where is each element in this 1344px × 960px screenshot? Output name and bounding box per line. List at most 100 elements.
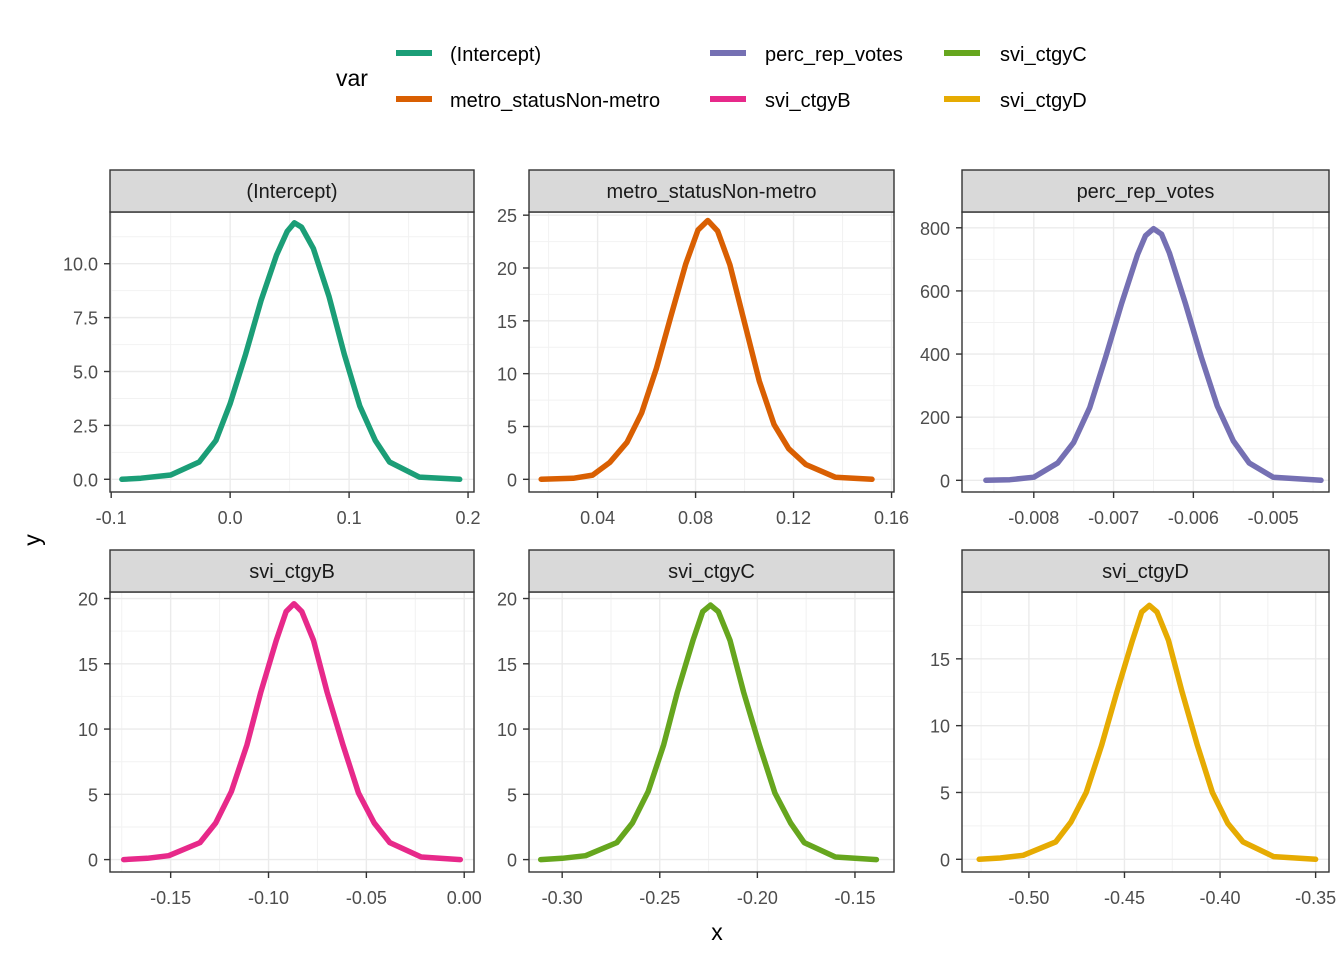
facet-strip	[961, 549, 1330, 593]
facet-strip-label: svi_ctgyD	[1102, 561, 1189, 583]
facet-strip-label: (Intercept)	[246, 181, 337, 203]
legend-label-3: svi_ctgyB	[765, 90, 851, 112]
y-tick-label: 10	[930, 717, 950, 737]
panel-5: svi_ctgyD -0.50 -0.45 -0.40 -0.35 0 5 10 15	[930, 549, 1336, 908]
y-tick-label: 400	[920, 345, 950, 365]
legend-key-2	[710, 50, 746, 56]
y-tick-label: 20	[497, 590, 517, 610]
y-tick-label: 0	[940, 850, 950, 870]
y-tick-label: 15	[78, 655, 98, 675]
x-tick-label: -0.008	[1008, 508, 1059, 528]
y-tick-label: 5	[507, 417, 517, 437]
x-tick-label: 0.12	[776, 508, 811, 528]
panel-2: perc_rep_votes -0.008 -0.007 -0.006 -0.005 0 2…	[920, 169, 1330, 528]
y-tick-label: 200	[920, 408, 950, 428]
facet-strip-label: metro_statusNon-metro	[606, 181, 816, 203]
y-tick-label: 10.0	[63, 255, 98, 275]
density-line	[120, 600, 464, 863]
density-line	[537, 602, 880, 863]
legend-title: var	[336, 65, 368, 91]
legend-item-1: metro_statusNon-metro	[396, 90, 660, 112]
x-tick-label: -0.15	[150, 888, 191, 908]
legend-key-4	[944, 50, 980, 56]
x-tick-label: -0.35	[1295, 888, 1336, 908]
legend-label-0: (Intercept)	[450, 44, 541, 66]
x-tick-label: 0.04	[580, 508, 615, 528]
y-tick-label: 5.0	[73, 363, 98, 383]
x-tick-label: -0.25	[639, 888, 680, 908]
panels: (Intercept) -0.1 0.0 0.1 0.2 0.0 2.5 5.0 7.5 10.0…	[63, 169, 1336, 908]
y-tick-label: 0.0	[73, 470, 98, 490]
y-tick-label: 7.5	[73, 309, 98, 329]
panel-background	[529, 212, 894, 492]
y-tick-label: 0	[507, 851, 517, 871]
y-tick-label: 25	[497, 206, 517, 226]
legend-item-3: svi_ctgyB	[710, 90, 851, 112]
legend: var (Intercept) metro_statusNon-metro pe…	[336, 44, 1087, 112]
facet-strip-label: svi_ctgyC	[668, 561, 755, 583]
legend-label-5: svi_ctgyD	[1000, 90, 1087, 112]
panel-4: svi_ctgyC -0.30 -0.25 -0.20 -0.15 0 5 10 15 20	[497, 549, 895, 908]
x-tick-label: 0.00	[447, 888, 482, 908]
x-tick-label: -0.05	[346, 888, 387, 908]
panel-3: svi_ctgyB -0.15 -0.10 -0.05 0.00 0 5 10 15 20	[78, 549, 482, 908]
panel-background	[110, 212, 474, 492]
x-tick-label: -0.50	[1008, 888, 1049, 908]
y-tick-label: 15	[930, 650, 950, 670]
y-tick-label: 0	[507, 470, 517, 490]
density-line	[538, 217, 875, 483]
facet-strip	[528, 549, 895, 593]
legend-key-0	[396, 50, 432, 56]
panel-0: (Intercept) -0.1 0.0 0.1 0.2 0.0 2.5 5.0 7.5 10.0	[63, 169, 481, 528]
legend-item-5: svi_ctgyD	[944, 90, 1087, 112]
panel-background	[962, 212, 1329, 492]
panel-1: metro_statusNon-metro 0.04 0.08 0.12 0.16 0 5 1…	[497, 169, 909, 528]
x-tick-label: -0.1	[96, 508, 127, 528]
legend-label-1: metro_statusNon-metro	[450, 90, 660, 112]
x-tick-label: -0.45	[1104, 888, 1145, 908]
x-tick-label: -0.005	[1248, 508, 1299, 528]
legend-label-2: perc_rep_votes	[765, 44, 903, 66]
x-tick-label: -0.006	[1168, 508, 1219, 528]
facet-strip-label: perc_rep_votes	[1077, 181, 1215, 203]
y-tick-label: 0	[88, 851, 98, 871]
x-tick-label: -0.40	[1200, 888, 1241, 908]
legend-item-0: (Intercept)	[396, 44, 541, 66]
y-tick-label: 20	[78, 590, 98, 610]
legend-item-2: perc_rep_votes	[710, 44, 903, 66]
panel-background	[529, 592, 894, 872]
legend-key-5	[944, 96, 980, 102]
legend-key-3	[710, 96, 746, 102]
density-line	[983, 225, 1324, 484]
x-tick-label: 0.0	[218, 508, 243, 528]
facet-strip	[109, 169, 475, 213]
y-axis-title: y	[19, 534, 45, 546]
y-tick-label: 10	[497, 720, 517, 740]
y-tick-label: 10	[78, 720, 98, 740]
x-tick-label: 0.16	[874, 508, 909, 528]
y-tick-label: 0	[940, 471, 950, 491]
x-tick-label: -0.20	[737, 888, 778, 908]
x-tick-label: -0.30	[542, 888, 583, 908]
y-tick-label: 5	[507, 785, 517, 805]
density-line	[119, 220, 463, 483]
facet-strip	[528, 169, 895, 213]
y-tick-label: 15	[497, 655, 517, 675]
facet-strip	[109, 549, 475, 593]
y-tick-label: 600	[920, 282, 950, 302]
legend-item-4: svi_ctgyC	[944, 44, 1087, 66]
panel-background	[110, 592, 474, 872]
legend-label-4: svi_ctgyC	[1000, 44, 1087, 66]
x-axis-title: x	[711, 919, 723, 945]
density-line	[976, 602, 1319, 863]
y-tick-label: 10	[497, 365, 517, 385]
x-tick-label: 0.2	[456, 508, 481, 528]
panel-background	[962, 592, 1329, 872]
x-tick-label: 0.08	[678, 508, 713, 528]
y-tick-label: 5	[88, 785, 98, 805]
y-tick-label: 2.5	[73, 416, 98, 436]
y-tick-label: 15	[497, 312, 517, 332]
x-tick-label: -0.007	[1088, 508, 1139, 528]
facet-strip-label: svi_ctgyB	[249, 561, 335, 583]
